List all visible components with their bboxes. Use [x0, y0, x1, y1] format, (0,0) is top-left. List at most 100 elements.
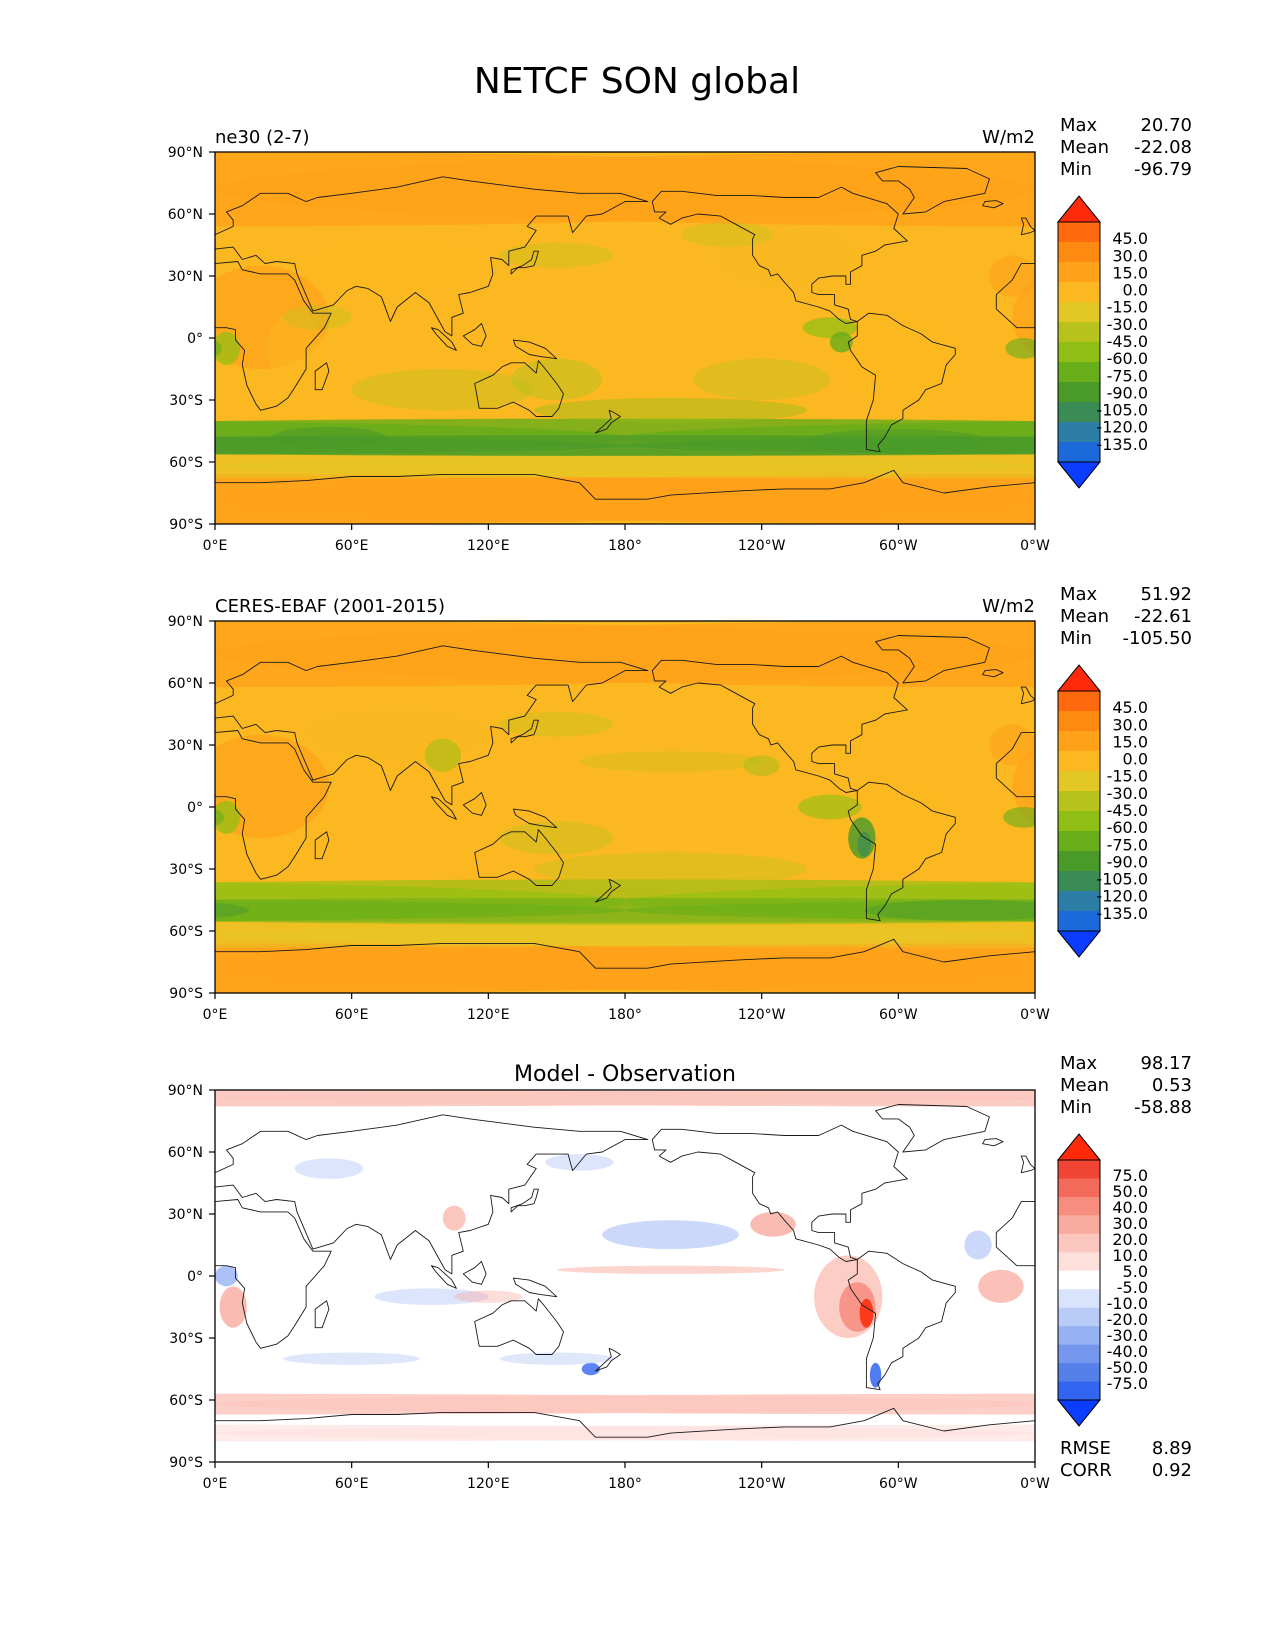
map-panel-2: 90°N 60°N 30°N 0° 30°S 60°S 90°S0°E 60°E 120°E 18… — [168, 584, 1192, 1023]
colorbar-segment — [1058, 691, 1100, 712]
colorbar-segment — [1058, 1160, 1100, 1179]
colorbar-label: -45.0 — [1107, 801, 1148, 820]
lat-tick-label: 60°N — [168, 1145, 203, 1161]
colorbar-label: -15.0 — [1107, 298, 1148, 317]
colorbar-label: 0.0 — [1123, 281, 1148, 300]
coastlines — [215, 166, 1035, 524]
lat-tick-label: 30°N — [168, 269, 203, 285]
stat-value-max: 98.17 — [1140, 1053, 1192, 1074]
lat-tick-label: 30°N — [168, 738, 203, 754]
lon-tick-label: 0°E — [203, 1007, 228, 1023]
colorbar-segment — [1058, 1326, 1100, 1346]
colorbar-segment — [1058, 1307, 1100, 1327]
lon-tick-label: 120°W — [738, 1476, 786, 1492]
colorbar-segment — [1058, 442, 1100, 463]
colorbar-label: 20.0 — [1112, 1230, 1148, 1249]
colorbar-label: -135.0 — [1096, 904, 1148, 923]
colorbar-segment — [1058, 771, 1100, 792]
colorbar-label: 0.0 — [1123, 750, 1148, 769]
colorbar-segment — [1058, 422, 1100, 443]
colorbar-segment — [1058, 322, 1100, 343]
colorbar-label: 45.0 — [1112, 698, 1148, 717]
colorbar-segment — [1058, 1233, 1100, 1253]
lat-tick-label: 60°N — [168, 676, 203, 692]
stat-value-rmse: 8.89 — [1152, 1438, 1192, 1459]
stat-value-mean: -22.08 — [1134, 137, 1192, 158]
colorbar-label: 10.0 — [1112, 1246, 1148, 1265]
lon-tick-label: 180° — [608, 538, 642, 554]
stat-value-corr: 0.92 — [1152, 1460, 1192, 1481]
colorbar-label: -75.0 — [1107, 835, 1148, 854]
colorbar-segment — [1058, 222, 1100, 243]
colorbar-label: -90.0 — [1107, 383, 1148, 402]
stat-label-max: Max — [1060, 115, 1098, 136]
colorbar-segment — [1058, 891, 1100, 912]
colorbar-segment — [1058, 731, 1100, 752]
lat-tick-label: 90°S — [169, 517, 203, 533]
colorbar-label: -135.0 — [1096, 435, 1148, 454]
colorbar-segment — [1058, 1178, 1100, 1198]
figure-title: NETCF SON global — [474, 61, 800, 102]
colorbar-segment — [1058, 1196, 1100, 1216]
stat-value-mean: -22.61 — [1134, 606, 1192, 627]
colorbar-label: 75.0 — [1112, 1166, 1148, 1185]
lon-tick-label: 60°W — [879, 538, 918, 554]
panel-units: W/m2 — [982, 596, 1035, 617]
coastlines — [215, 1104, 1035, 1462]
colorbar: 45.030.015.00.0-15.0-30.0-45.0-60.0-75.0… — [1056, 195, 1148, 489]
colorbar-label: -75.0 — [1107, 366, 1148, 385]
colorbar-label: 40.0 — [1112, 1198, 1148, 1217]
lon-tick-label: 120°E — [467, 1476, 510, 1492]
panel-title-center: Model - Observation — [514, 1062, 736, 1087]
stat-value-min: -58.88 — [1134, 1097, 1192, 1118]
panel-units: W/m2 — [982, 127, 1035, 148]
colorbar-label: 45.0 — [1112, 229, 1148, 248]
stat-label-corr: CORR — [1060, 1460, 1112, 1481]
stat-label-mean: Mean — [1060, 137, 1109, 158]
lon-tick-label: 60°E — [335, 538, 369, 554]
panel-title-left: ne30 (2-7) — [215, 127, 310, 148]
colorbar-segment — [1058, 791, 1100, 812]
lat-tick-label: 30°S — [169, 393, 203, 409]
lat-tick-label: 0° — [187, 331, 203, 347]
field-contours — [215, 1090, 1035, 1442]
colorbar-segment — [1058, 1344, 1100, 1364]
colorbar-segment — [1058, 751, 1100, 772]
colorbar-segment — [1058, 382, 1100, 403]
stat-label-mean: Mean — [1060, 1075, 1109, 1096]
lon-tick-label: 0°E — [203, 1476, 228, 1492]
stat-label-min: Min — [1060, 628, 1092, 649]
lat-tick-label: 0° — [187, 800, 203, 816]
lon-tick-label: 120°E — [467, 1007, 510, 1023]
colorbar-label: 30.0 — [1112, 715, 1148, 734]
coastlines — [215, 635, 1035, 993]
colorbar-segment — [1058, 711, 1100, 732]
colorbar-segment — [1058, 1270, 1100, 1290]
lon-tick-label: 120°W — [738, 1007, 786, 1023]
colorbar-label: -30.0 — [1107, 784, 1148, 803]
lat-tick-label: 60°S — [169, 924, 203, 940]
map-axes: 90°N 60°N 30°N 0° 30°S 60°S 90°S0°E 60°E 120°E 18… — [168, 614, 1050, 1023]
colorbar-segment — [1058, 911, 1100, 932]
colorbar-label: -20.0 — [1107, 1310, 1148, 1329]
lat-tick-label: 90°S — [169, 986, 203, 1002]
colorbar-segment — [1058, 362, 1100, 383]
lon-tick-label: 60°E — [335, 1007, 369, 1023]
colorbar: 75.050.040.030.020.010.05.0-5.0-10.0-20.… — [1056, 1133, 1148, 1427]
lon-tick-label: 120°W — [738, 538, 786, 554]
lat-tick-label: 30°N — [168, 1207, 203, 1223]
lat-tick-label: 90°S — [169, 1455, 203, 1471]
panel-title-left: CERES-EBAF (2001-2015) — [215, 596, 445, 617]
map-axes: 90°N 60°N 30°N 0° 30°S 60°S 90°S0°E 60°E 120°E 18… — [168, 145, 1050, 554]
colorbar-label: -30.0 — [1107, 315, 1148, 334]
lon-tick-label: 0°W — [1020, 538, 1050, 554]
colorbar-segment — [1058, 871, 1100, 892]
colorbar-segment — [1058, 1363, 1100, 1383]
colorbar-label: -75.0 — [1107, 1374, 1148, 1393]
colorbar-segment — [1058, 302, 1100, 323]
stat-label-mean: Mean — [1060, 606, 1109, 627]
lat-tick-label: 30°S — [169, 862, 203, 878]
colorbar-label: -90.0 — [1107, 852, 1148, 871]
lon-tick-label: 180° — [608, 1007, 642, 1023]
